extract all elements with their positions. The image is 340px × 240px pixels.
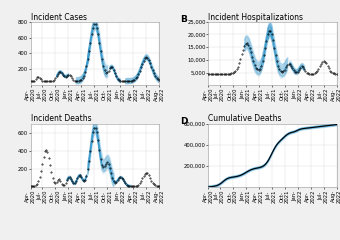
Text: Cumulative Deaths: Cumulative Deaths bbox=[208, 114, 282, 123]
Text: Incident Deaths: Incident Deaths bbox=[31, 114, 91, 123]
Text: B: B bbox=[180, 15, 187, 24]
Text: Incident Hospitalizations: Incident Hospitalizations bbox=[208, 12, 303, 22]
Text: D: D bbox=[180, 117, 187, 126]
Text: Incident Cases: Incident Cases bbox=[31, 12, 87, 22]
